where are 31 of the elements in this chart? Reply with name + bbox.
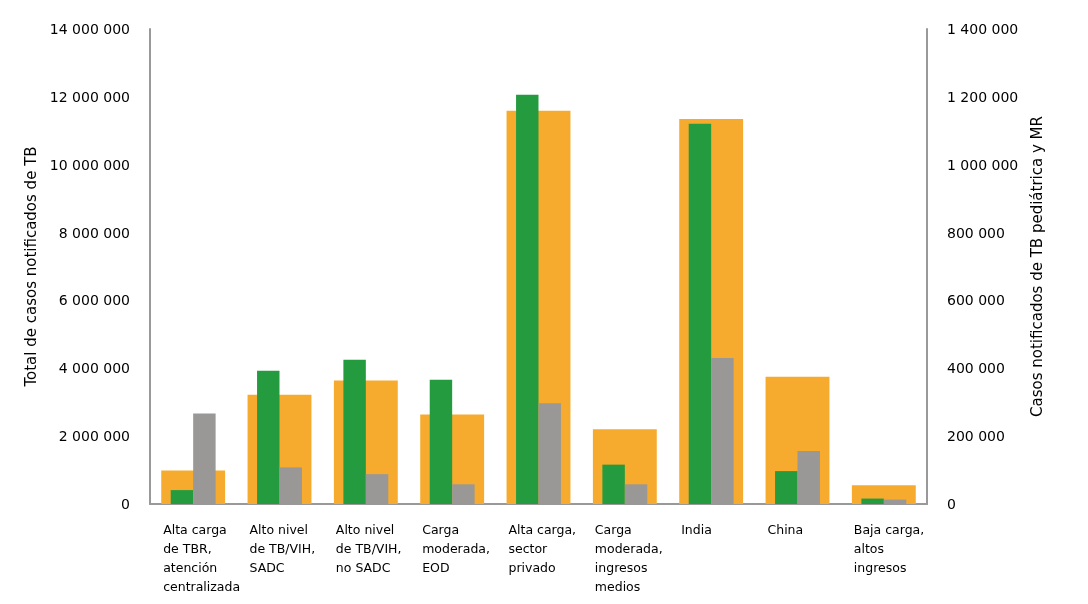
x-tick-label: Alta carga de TBR, atención centralizada: [163, 522, 241, 594]
y-axis-title: Total de casos notificados de TB: [22, 146, 41, 388]
y-tick-label: 6 000 000: [58, 292, 130, 309]
y-tick-label: 10 000 000: [49, 156, 130, 173]
y2-tick-label: 1 000 000: [947, 156, 1019, 173]
y-tick-label: 14 000 000: [49, 21, 130, 37]
bar: [602, 464, 625, 504]
bar: [775, 471, 798, 504]
y2-axis-title: Casos notificados de TB pediátrica y MR: [1027, 116, 1046, 417]
y2-tick-label: 1 200 000: [947, 88, 1019, 105]
x-tick-label: Alto nivel de TB/VIH, SADC: [249, 522, 320, 575]
y-tick-label: 2 000 000: [58, 428, 130, 445]
y2-tick-label: 600 000: [947, 292, 1005, 309]
x-tick-label: Baja carga, altos ingresos: [853, 522, 929, 575]
x-tick-label: Carga moderada, ingresos medios: [594, 522, 667, 594]
x-tick-label: India: [681, 522, 712, 537]
x-tick-label: China: [767, 522, 804, 537]
y2-tick-label: 200 000: [947, 428, 1005, 445]
y2-tick-label: 800 000: [947, 224, 1005, 241]
y2-tick-label: 400 000: [947, 360, 1005, 377]
bar: [170, 490, 194, 504]
y2-tick-label: 1 400 000: [947, 21, 1019, 37]
x-tick-label: Alto nivel de TB/VIH, no SADC: [335, 522, 406, 575]
x-tick-label: Alta carga, sector privado: [508, 522, 581, 575]
y-tick-label: 12 000 000: [49, 88, 130, 105]
y-tick-label: 4 000 000: [58, 360, 130, 377]
y-tick-label: 8 000 000: [58, 224, 130, 241]
bar: [861, 498, 884, 504]
y-tick-label: 0: [121, 496, 130, 512]
y2-tick-label: 0: [947, 496, 956, 512]
x-tick-label: Carga moderada, EOD: [422, 522, 494, 575]
